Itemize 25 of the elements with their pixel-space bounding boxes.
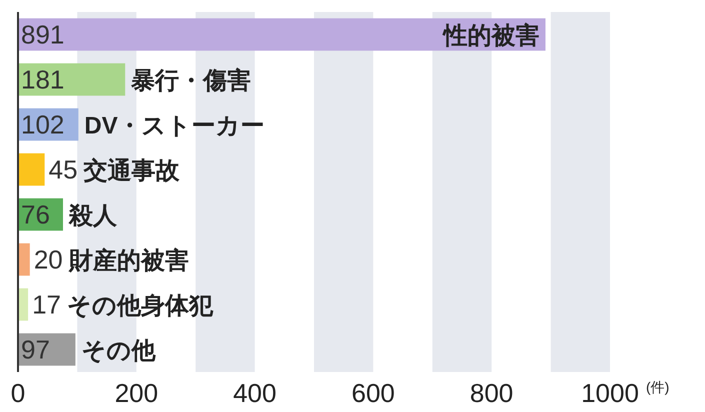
- y-tick-label: その他: [81, 338, 156, 364]
- data-label: 181: [21, 64, 64, 94]
- y-tick-label: 交通事故: [82, 158, 181, 184]
- data-label: 891: [21, 20, 64, 50]
- data-label: 17: [32, 290, 61, 320]
- bar: [18, 153, 45, 186]
- data-label: 97: [21, 334, 50, 364]
- y-tick-label: 性的被害: [441, 22, 540, 50]
- data-label: 20: [34, 244, 63, 274]
- x-tick-label: 0: [10, 378, 26, 408]
- x-tick-label: 1000: [581, 378, 639, 408]
- x-axis-title: (件): [646, 379, 670, 395]
- x-tick-label: 400: [233, 378, 276, 408]
- x-tick-label: 800: [470, 378, 514, 408]
- y-tick-label: その他身体犯: [66, 292, 214, 320]
- data-label: 102: [21, 110, 64, 140]
- x-tick-label: 600: [352, 378, 395, 408]
- x-tick-label: 200: [114, 378, 158, 408]
- y-tick-label: 財産的被害: [68, 246, 189, 274]
- y-tick-label: 暴行・傷害: [130, 66, 252, 94]
- data-label: 76: [21, 200, 50, 230]
- y-tick-label: DV・ストーカー: [84, 112, 265, 140]
- data-label: 45: [48, 154, 78, 184]
- bar: [18, 243, 30, 276]
- y-tick-label: 殺人: [68, 202, 118, 230]
